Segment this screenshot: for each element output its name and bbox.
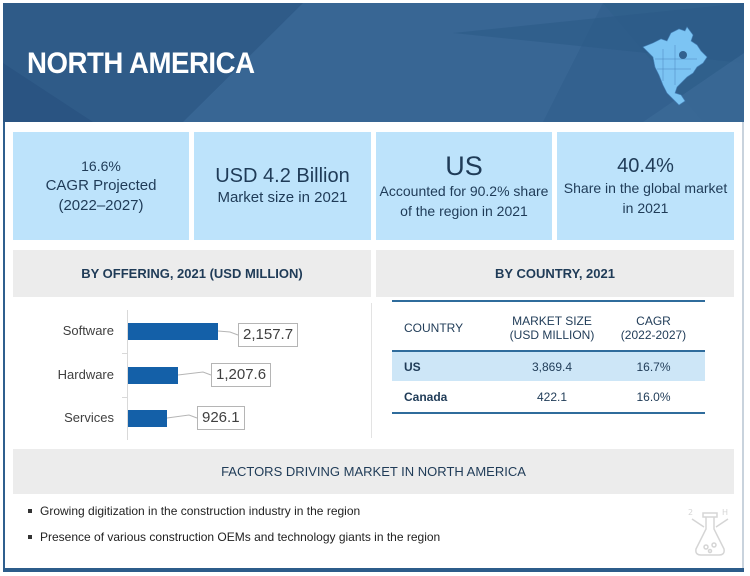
svg-text:H: H — [722, 508, 728, 517]
table-top-rule — [392, 300, 705, 302]
col-header-market-size-line2: (USD MILLION) — [509, 328, 595, 342]
cell-market-size: 3,869.4 — [531, 359, 573, 374]
country-heading: BY COUNTRY, 2021 — [376, 250, 734, 297]
bullet-icon — [28, 509, 32, 513]
table-header-row: COUNTRY MARKET SIZE (USD MILLION) CAGR (… — [392, 308, 705, 348]
kpi-global-share: 40.4% Share in the global market in 2021 — [557, 132, 734, 240]
bar-services — [128, 410, 167, 427]
kpi-leading-country-value: US — [445, 151, 483, 181]
offering-heading: BY OFFERING, 2021 (USD MILLION) — [13, 250, 371, 297]
callout-leaders — [166, 330, 239, 419]
cell-market-size: 422.1 — [536, 389, 568, 404]
col-header-market-size-line1: MARKET SIZE — [512, 314, 592, 328]
kpi-market-size-value: USD 4.2 Billion — [215, 165, 350, 187]
kpi-cagr-value: 16.6% — [81, 158, 121, 174]
region-banner: NORTH AMERICA — [3, 3, 744, 122]
kpi-leading-country-label2: of the region in 2021 — [400, 203, 528, 219]
bar-software — [128, 323, 218, 340]
bullet-icon — [28, 535, 32, 539]
bar-hardware — [128, 367, 178, 384]
table-row: US 3,869.4 16.7% — [392, 352, 705, 381]
factor-text: Growing digitization in the construction… — [40, 504, 361, 518]
factor-item: Growing digitization in the construction… — [28, 504, 360, 518]
section-divider — [371, 303, 372, 438]
kpi-global-share-label2: in 2021 — [622, 200, 669, 216]
data-label-software: 2,157.7 — [238, 323, 299, 347]
cell-cagr: 16.7% — [636, 359, 671, 374]
kpi-cagr-period: (2022–2027) — [58, 197, 144, 214]
table-row: Canada 422.1 16.0% — [392, 382, 705, 411]
kpi-global-share-label1: Share in the global market — [563, 180, 728, 196]
kpi-leading-country: US Accounted for 90.2% share of the regi… — [376, 132, 552, 240]
kpi-leading-country-label1: Accounted for 90.2% share — [379, 183, 549, 199]
chemistry-flask-icon: 2 H — [688, 508, 729, 556]
svg-text:2: 2 — [688, 508, 693, 517]
region-title: NORTH AMERICA — [27, 47, 255, 80]
col-header-cagr-line2: (2022-2027) — [620, 328, 687, 342]
cell-country: Canada — [404, 389, 448, 404]
kpi-global-share-value: 40.4% — [617, 155, 674, 177]
col-header-market-size: MARKET SIZE (USD MILLION) — [502, 314, 602, 342]
chart-axis — [127, 310, 128, 440]
kpi-market-size: USD 4.2 Billion Market size in 2021 — [194, 132, 371, 240]
table-header-rule — [392, 350, 705, 352]
col-header-cagr: CAGR (2022-2027) — [602, 314, 705, 342]
factor-text: Presence of various construction OEMs an… — [40, 530, 441, 544]
infographic-frame — [3, 3, 744, 571]
kpi-cagr-label: CAGR Projected — [45, 177, 157, 194]
col-header-country: COUNTRY — [404, 321, 464, 335]
bottom-accent-bar — [3, 568, 744, 572]
col-header-cagr-line1: CAGR — [636, 314, 671, 328]
category-label-services: Services — [64, 410, 114, 425]
table-bottom-rule — [392, 412, 705, 414]
factor-item: Presence of various construction OEMs an… — [28, 530, 440, 544]
data-label-services: 926.1 — [197, 406, 245, 430]
category-label-software: Software — [62, 323, 114, 338]
kpi-cagr: 16.6% CAGR Projected (2022–2027) — [13, 132, 189, 240]
kpi-market-size-label: Market size in 2021 — [217, 189, 348, 206]
data-label-hardware: 1,207.6 — [211, 363, 272, 387]
cell-cagr: 16.0% — [636, 389, 671, 404]
axis-tick — [122, 397, 127, 398]
cell-country: US — [404, 359, 421, 374]
axis-tick — [122, 353, 127, 354]
north-america-map-icon — [642, 26, 708, 106]
category-label-hardware: Hardware — [57, 367, 114, 382]
factors-heading: FACTORS DRIVING MARKET IN NORTH AMERICA — [13, 449, 734, 494]
